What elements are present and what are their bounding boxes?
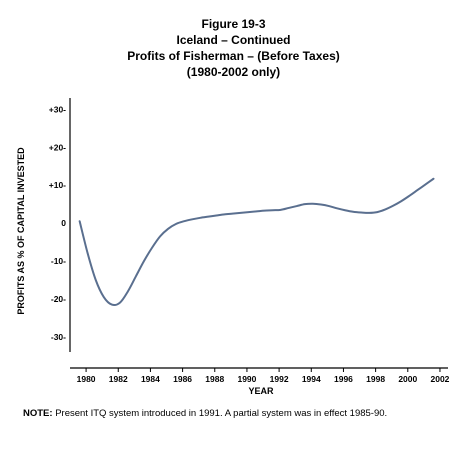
x-axis-title: YEAR: [248, 386, 274, 396]
footnote: NOTE: Present ITQ system introduced in 1…: [23, 408, 387, 419]
y-tick-label: +20-: [49, 142, 66, 152]
y-tick-label: -30-: [51, 332, 66, 342]
series-layer: [78, 177, 435, 307]
x-tick-label: 1988: [205, 374, 224, 384]
period-title: (1980-2002 only): [186, 65, 281, 79]
x-tick-label: 2002: [430, 374, 449, 384]
y-tick-label: -20-: [51, 294, 66, 304]
x-tick-label: 1996: [334, 374, 353, 384]
figure-label: Figure 19-3: [201, 17, 266, 31]
y-tick-label: 0: [61, 218, 66, 228]
x-tick-label: 1998: [366, 374, 385, 384]
subject-title: Profits of Fisherman – (Before Taxes): [127, 49, 340, 63]
x-tick-label: 1980: [77, 374, 96, 384]
chart-title-block: Figure 19-3 Iceland – Continued Profits …: [0, 16, 467, 80]
y-axis: +30- +20- +10- 0 -10- -20- -30- PROFITS AS % O…: [16, 98, 71, 352]
country-title: Iceland – Continued: [176, 33, 291, 47]
y-tick-label: +10-: [49, 180, 66, 190]
x-tick-label: 1994: [302, 374, 321, 384]
y-tick-label: +30-: [49, 104, 66, 114]
y-tick-label: -10-: [51, 256, 66, 266]
y-axis-title: PROFITS AS % OF CAPITAL INVESTED: [16, 147, 26, 315]
x-tick-label: 1992: [270, 374, 289, 384]
footnote-lead: NOTE:: [23, 408, 53, 419]
x-tick-label: 1990: [237, 374, 256, 384]
x-tick-label: 1982: [109, 374, 128, 384]
x-tick-label: 1986: [173, 374, 192, 384]
profit-series-line: [78, 177, 435, 307]
x-axis: 1980 1982 1984 1986 1988 1990 1992 1994 1996 1998…: [70, 367, 450, 396]
footnote-text: Present ITQ system introduced in 1991. A…: [52, 408, 388, 419]
x-tick-label: 1984: [141, 374, 160, 384]
x-tick-label: 2000: [398, 374, 417, 384]
